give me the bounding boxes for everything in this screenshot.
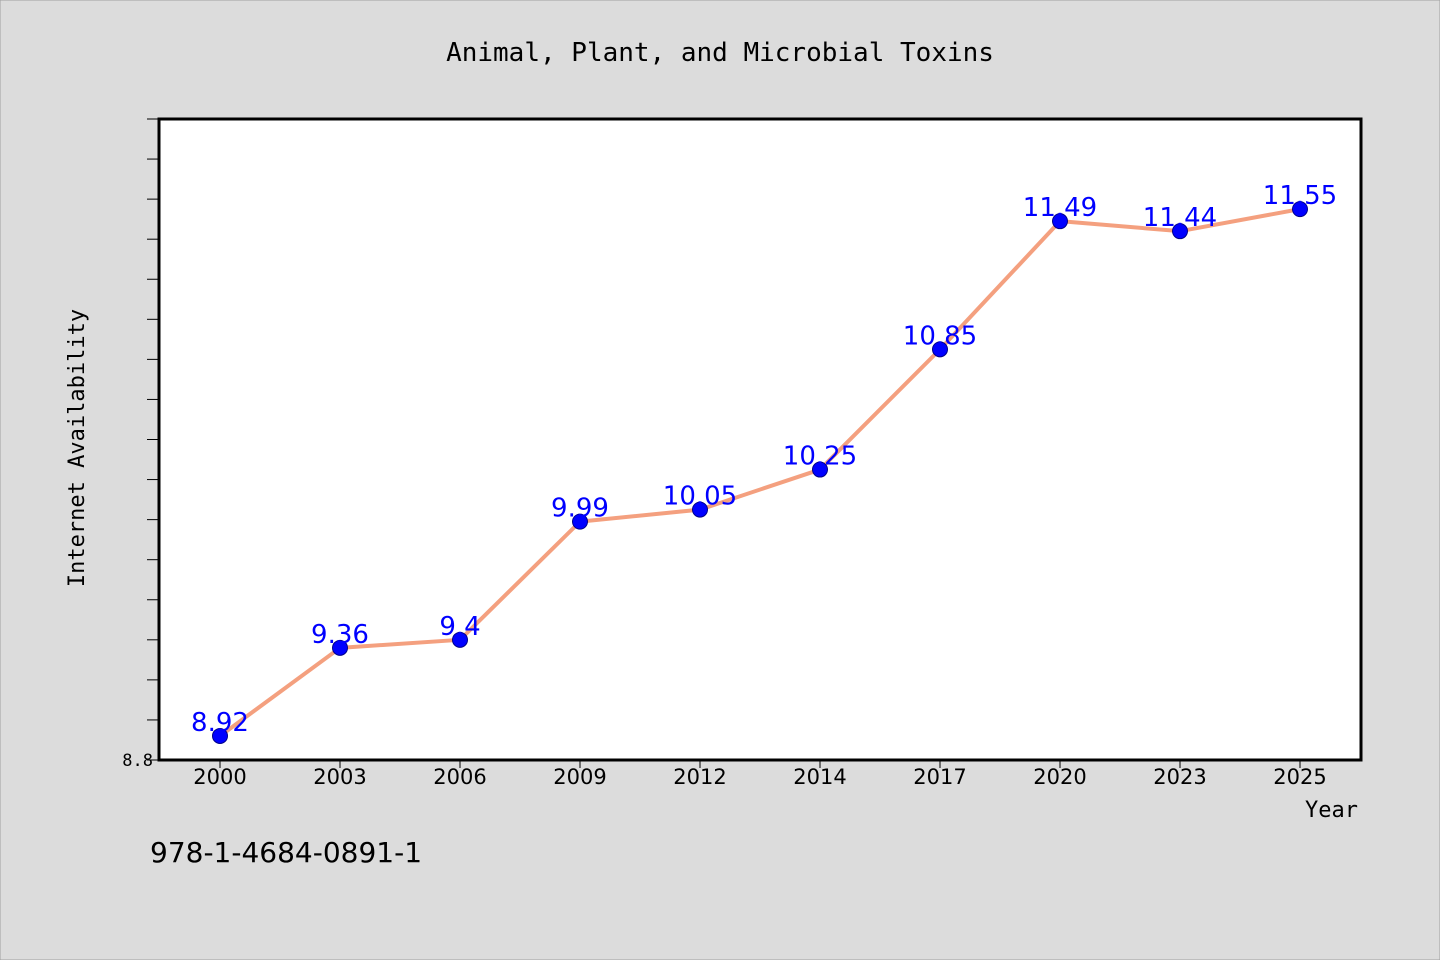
data-point [1172, 223, 1188, 240]
x-tick-label: 2017 [913, 765, 966, 789]
data-label: 10.05 [663, 482, 737, 512]
data-label: 9.36 [311, 620, 369, 650]
x-tick-label: 2000 [193, 765, 246, 789]
data-label: 10.25 [783, 442, 857, 472]
x-axis-tick-labels: 2000 2003 2006 2009 2012 2014 2017 2020 2023 2025 [193, 765, 1326, 789]
data-label: 9.4 [439, 612, 480, 642]
y-axis-label: Internet Availability [65, 309, 90, 587]
series-layer: 8.92 9.36 9.4 9.99 10.05 10.25 10.85 11.49 11.44… [191, 181, 1337, 744]
x-axis-ticks [219, 760, 1301, 768]
plot-area [157, 117, 1363, 762]
data-label: 11.55 [1263, 181, 1337, 211]
data-label: 10.85 [903, 321, 977, 351]
data-label: 9.99 [551, 494, 609, 524]
data-point [692, 501, 708, 518]
data-point [452, 631, 468, 648]
x-axis-label: Year [1305, 798, 1358, 823]
series-line [218, 207, 1302, 738]
data-point [812, 461, 828, 478]
x-tick-label: 2025 [1273, 765, 1326, 789]
x-tick-label: 2020 [1033, 765, 1086, 789]
data-point [1052, 213, 1068, 230]
data-point [212, 727, 228, 744]
x-tick-label: 2012 [673, 765, 726, 789]
data-label: 11.49 [1023, 193, 1097, 223]
y-tick-label-min: 8.8 [122, 751, 153, 771]
data-label: 8.92 [191, 708, 249, 738]
x-tick-label: 2006 [433, 765, 486, 789]
x-tick-label: 2009 [553, 765, 606, 789]
footer-isbn: 978-1-4684-0891-1 [150, 836, 422, 869]
x-tick-label: 2003 [313, 765, 366, 789]
data-label: 11.44 [1143, 203, 1217, 233]
y-axis-ticks [147, 118, 159, 761]
data-point [1292, 201, 1308, 218]
x-tick-label: 2014 [793, 765, 846, 789]
x-tick-label: 2023 [1153, 765, 1206, 789]
data-point [572, 513, 588, 530]
data-point [932, 341, 948, 358]
data-point [332, 639, 348, 656]
chart-title: Animal, Plant, and Microbial Toxins [446, 38, 994, 68]
